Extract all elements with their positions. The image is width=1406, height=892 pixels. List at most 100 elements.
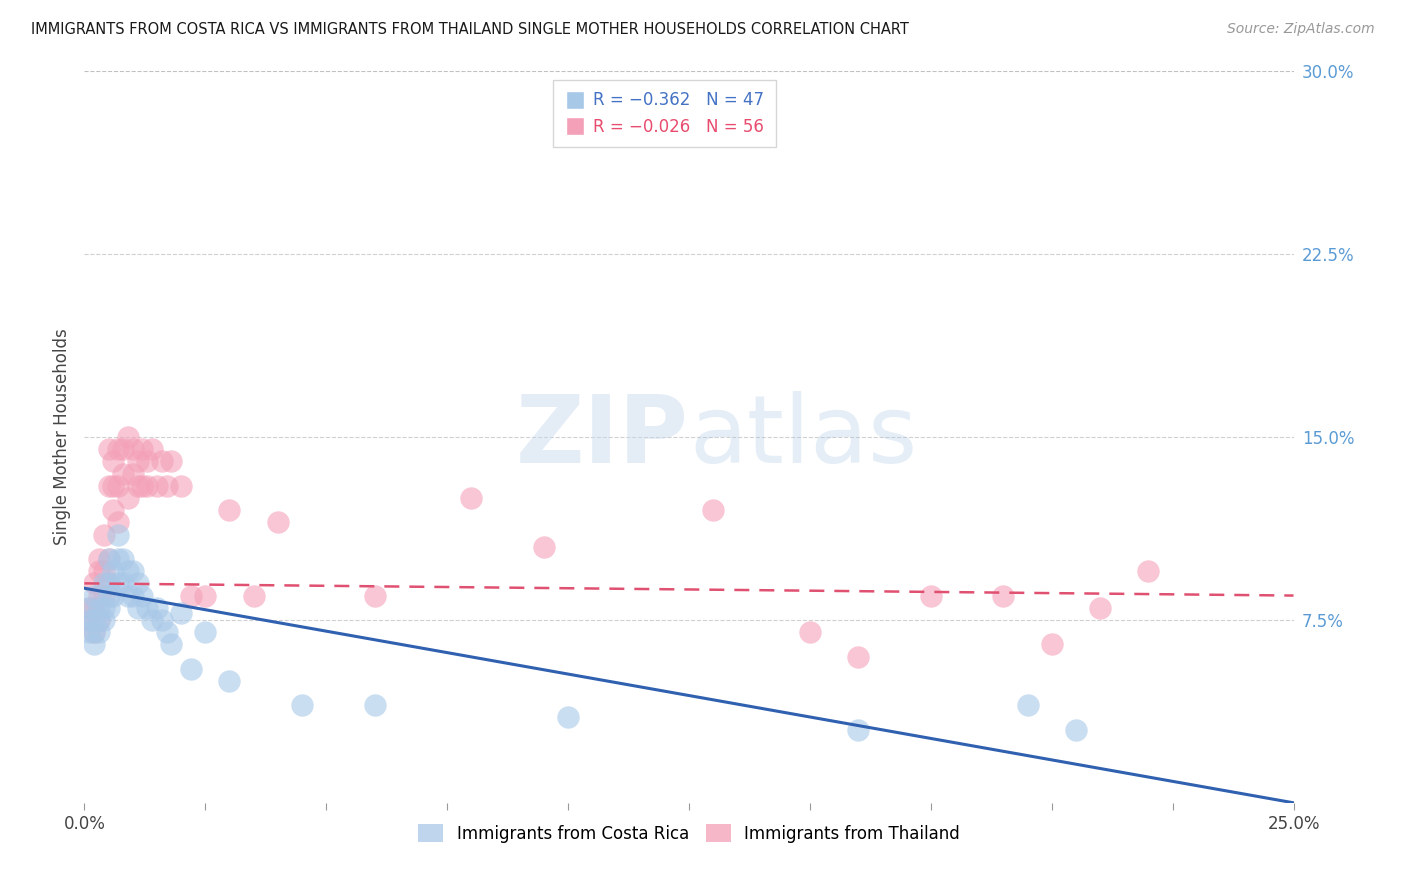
Point [93, 527, 115, 541]
Point [1040, 637, 1063, 651]
Point [83, 589, 105, 603]
Point [103, 503, 125, 517]
Point [93, 589, 115, 603]
Point [77, 600, 100, 615]
Point [107, 576, 129, 591]
Point [557, 710, 579, 724]
Point [136, 479, 159, 493]
Point [77, 625, 100, 640]
Point [170, 479, 193, 493]
Text: atlas: atlas [689, 391, 917, 483]
Point [121, 442, 143, 457]
Point [83, 613, 105, 627]
Point [83, 625, 105, 640]
Point [87, 613, 110, 627]
Point [127, 479, 149, 493]
Point [121, 564, 143, 578]
Point [83, 600, 105, 615]
Point [117, 430, 139, 444]
Point [87, 552, 110, 566]
Point [93, 576, 115, 591]
Point [194, 589, 217, 603]
Point [136, 600, 159, 615]
Point [127, 454, 149, 468]
Point [107, 527, 129, 541]
Point [799, 625, 821, 640]
Point [218, 503, 240, 517]
Point [160, 637, 183, 651]
Point [121, 589, 143, 603]
Point [141, 442, 163, 457]
Text: Source: ZipAtlas.com: Source: ZipAtlas.com [1227, 22, 1375, 37]
Point [112, 467, 135, 481]
Point [150, 613, 173, 627]
Point [155, 625, 177, 640]
Legend: Immigrants from Costa Rica, Immigrants from Thailand: Immigrants from Costa Rica, Immigrants f… [412, 818, 966, 849]
Point [131, 442, 153, 457]
Point [291, 698, 314, 713]
Point [87, 564, 110, 578]
Point [83, 576, 105, 591]
Point [180, 662, 202, 676]
Point [87, 613, 110, 627]
Point [533, 540, 555, 554]
Point [146, 479, 169, 493]
Point [77, 600, 100, 615]
Point [146, 600, 169, 615]
Point [107, 552, 129, 566]
Point [993, 589, 1015, 603]
Point [87, 589, 110, 603]
Point [83, 637, 105, 651]
Point [93, 600, 115, 615]
Point [136, 454, 159, 468]
Point [121, 467, 143, 481]
Point [218, 673, 240, 688]
Point [97, 576, 120, 591]
Point [112, 442, 135, 457]
Point [97, 600, 120, 615]
Point [1017, 698, 1039, 713]
Point [363, 589, 385, 603]
Point [112, 576, 135, 591]
Point [1064, 723, 1087, 737]
Point [127, 600, 149, 615]
Point [107, 442, 129, 457]
Point [131, 589, 153, 603]
Point [97, 576, 120, 591]
Point [267, 516, 290, 530]
Point [127, 576, 149, 591]
Point [93, 613, 115, 627]
Point [460, 491, 482, 505]
Point [131, 479, 153, 493]
Point [77, 613, 100, 627]
Point [107, 479, 129, 493]
Point [242, 589, 264, 603]
Text: ZIP: ZIP [516, 391, 689, 483]
Point [1137, 564, 1160, 578]
Point [87, 625, 110, 640]
Point [97, 552, 120, 566]
Point [97, 479, 120, 493]
Point [103, 589, 125, 603]
Point [112, 552, 135, 566]
Point [170, 606, 193, 620]
Point [107, 516, 129, 530]
Point [97, 589, 120, 603]
Point [141, 613, 163, 627]
Point [180, 589, 202, 603]
Point [117, 491, 139, 505]
Point [103, 454, 125, 468]
Point [93, 564, 115, 578]
Point [77, 613, 100, 627]
Point [160, 454, 183, 468]
Point [83, 625, 105, 640]
Point [103, 479, 125, 493]
Point [117, 589, 139, 603]
Point [194, 625, 217, 640]
Point [1088, 600, 1111, 615]
Point [97, 442, 120, 457]
Point [702, 503, 724, 517]
Y-axis label: Single Mother Households: Single Mother Households [53, 329, 72, 545]
Point [920, 589, 942, 603]
Point [87, 600, 110, 615]
